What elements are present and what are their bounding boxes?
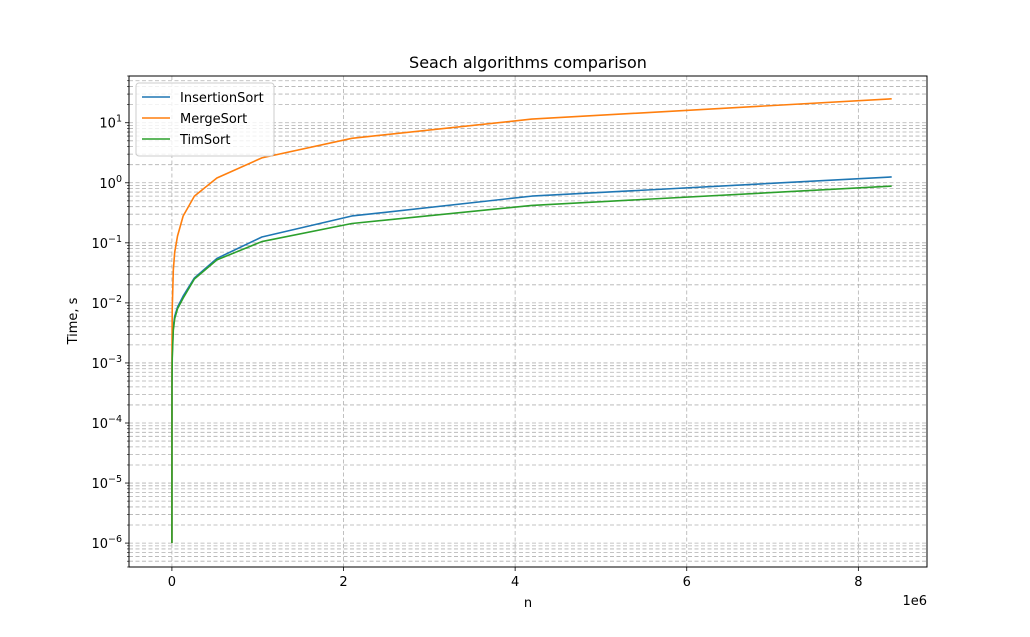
y-axis-label: Time, s [66, 297, 81, 345]
series-line-mergesort [171, 98, 892, 544]
chart-title: Seach algorithms comparison [409, 53, 647, 72]
x-offset-label: 1e6 [902, 594, 927, 609]
grid [129, 75, 927, 568]
legend: InsertionSort MergeSort TimSort [135, 82, 275, 157]
y-tick-label: 10−4 [91, 414, 122, 432]
plot-frame [128, 75, 928, 568]
y-tick-label: 10−3 [91, 354, 122, 372]
y-tick-label: 100 [99, 174, 122, 192]
legend-label: MergeSort [180, 112, 247, 127]
series-line-timsort [171, 185, 892, 544]
x-tick-label: 2 [339, 575, 347, 590]
legend-box [135, 82, 275, 157]
legend-label: InsertionSort [180, 91, 264, 106]
y-tick-label: 10−2 [91, 294, 122, 312]
x-tick-label: 4 [511, 575, 519, 590]
series-lines [171, 98, 892, 544]
axis-ticks: 10−6 10−5 10−4 10−3 10−2 10−1 100 101 0 2 4 6 8 [91, 75, 862, 590]
y-tick-label: 10−6 [91, 534, 122, 552]
y-tick-label: 101 [99, 114, 122, 132]
x-axis-label: n [524, 596, 532, 611]
x-tick-label: 0 [168, 575, 176, 590]
y-tick-label: 10−1 [91, 234, 122, 252]
legend-label: TimSort [179, 133, 230, 148]
x-tick-label: 6 [683, 575, 691, 590]
y-tick-label: 10−5 [91, 474, 122, 492]
x-tick-label: 8 [854, 575, 862, 590]
